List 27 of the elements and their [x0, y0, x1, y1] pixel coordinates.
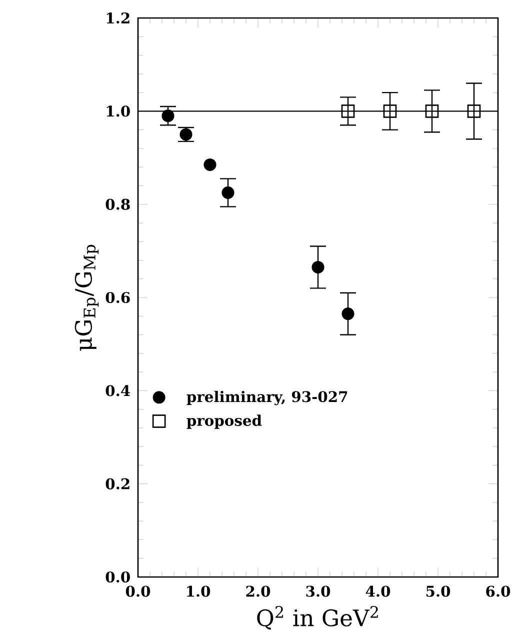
- y-tick-label: 0.6: [106, 292, 130, 304]
- x-tick-label: 2.0: [246, 586, 270, 597]
- point: [204, 158, 216, 172]
- y-tick-label: 0.4: [106, 385, 130, 396]
- legend-label: preliminary, 93-027: [186, 390, 348, 406]
- point: [312, 260, 324, 274]
- point: [342, 308, 354, 320]
- point: [425, 104, 439, 118]
- legend-label: proposed: [186, 414, 262, 429]
- y-axis-title: μG$_{Ep}$/G$_{Mp}$: [74, 244, 99, 351]
- point: [467, 104, 481, 118]
- x-tick-label: 3.0: [306, 586, 330, 597]
- x-tick-label: 6.0: [486, 586, 510, 597]
- x-tick-label: 1.0: [187, 586, 210, 597]
- y-tick-label: 1.0: [106, 106, 130, 117]
- x-tick-label: 0.0: [126, 586, 150, 597]
- x-tick-label: 5.0: [426, 586, 450, 597]
- y-tick-label: 0.8: [106, 198, 130, 210]
- point: [383, 104, 397, 118]
- y-tick-label: 1.2: [106, 12, 130, 24]
- y-tick-label: 0.0: [106, 571, 130, 583]
- y-tick-label: 0.2: [106, 478, 130, 490]
- point: [162, 110, 174, 122]
- x-tick-label: 4.0: [366, 586, 390, 597]
- point: [341, 104, 355, 118]
- x-axis-title: Q$^{2}$ in GeV$^{2}$: [257, 606, 378, 630]
- point: [222, 186, 234, 199]
